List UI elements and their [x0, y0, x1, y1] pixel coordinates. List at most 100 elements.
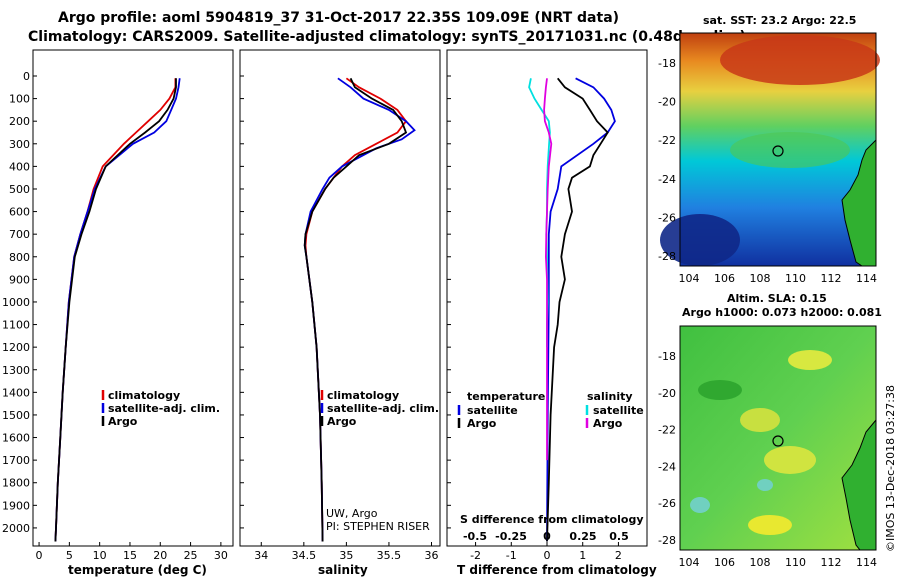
ytick-label-700: 700 [9, 228, 30, 241]
sla-map-title-2: Argo h1000: 0.073 h2000: 0.081 [682, 306, 882, 319]
sst-ytick-label-5: -28 [658, 250, 676, 263]
ytick-label-1000: 1000 [2, 296, 30, 309]
ytick-label-1500: 1500 [2, 409, 30, 422]
xtick-label-difference--2: -2 [470, 549, 481, 562]
sst-ytick-label-1: -20 [658, 96, 676, 109]
series-salinity-2 [303, 77, 408, 542]
difference-xlabel-top: S difference from climatology [460, 513, 644, 526]
series-difference-3 [543, 78, 553, 461]
xtick-top-label-4: 0.5 [609, 530, 629, 543]
sla-blue-patch-2 [690, 497, 710, 513]
sla-xtick-label-5: 114 [856, 556, 877, 569]
series-difference-0 [546, 77, 616, 542]
legend-label-salinity-1: satellite-adj. clim. [327, 402, 439, 415]
xtick-label-temperature-15: 15 [123, 549, 137, 562]
sst-warm-patch [720, 35, 880, 85]
sst-xtick-label-1: 106 [714, 272, 735, 285]
legend-label-temperature-2: Argo [108, 415, 138, 428]
sst-xtick-label-0: 104 [679, 272, 700, 285]
legend-label-S-1: Argo [593, 417, 623, 430]
xtick-label-temperature-25: 25 [184, 549, 198, 562]
salinity-panel [239, 49, 441, 547]
salinity-xlabel: salinity [318, 563, 368, 577]
legend-label-T-1: Argo [467, 417, 497, 430]
sst-ytick-label-3: -24 [658, 173, 676, 186]
series-temperature-1 [54, 78, 181, 542]
xtick-label-difference-1: 1 [579, 549, 586, 562]
xtick-label-temperature-10: 10 [93, 549, 107, 562]
xtick-label-temperature-20: 20 [153, 549, 167, 562]
sla-xtick-label-4: 112 [821, 556, 842, 569]
ytick-label-900: 900 [9, 273, 30, 286]
xtick-label-temperature-0: 0 [36, 549, 43, 562]
sla-ytick-label-3: -24 [658, 460, 676, 473]
legend-label-salinity-2: Argo [327, 415, 357, 428]
sla-yellow-patch-4 [748, 515, 792, 535]
ytick-label-1300: 1300 [2, 364, 30, 377]
temperature-panel [32, 49, 234, 547]
sla-float-marker [772, 435, 784, 447]
ytick-label-500: 500 [9, 183, 30, 196]
xtick-label-difference-2: 2 [615, 549, 622, 562]
ytick-label-1100: 1100 [2, 319, 30, 332]
xtick-top-label-0: -0.5 [463, 530, 487, 543]
sst-mid-patch [730, 132, 850, 168]
sst-xtick-label-5: 114 [856, 272, 877, 285]
sla-yellow-patch-3 [764, 446, 816, 474]
sst-map-frame [679, 32, 877, 267]
legend-label-salinity-0: climatology [327, 389, 399, 402]
xtick-label-salinity-36: 36 [424, 549, 438, 562]
sla-dark-patch [698, 380, 742, 400]
xtick-label-salinity-35.5: 35.5 [377, 549, 402, 562]
watermark: ©IMOS 13-Dec-2018 03:27:38 [884, 385, 897, 552]
ytick-label-0: 0 [23, 70, 30, 83]
legend-label-temperature-1: satellite-adj. clim. [108, 402, 220, 415]
sla-xtick-label-3: 110 [785, 556, 806, 569]
xtick-label-temperature-5: 5 [66, 549, 73, 562]
ytick-label-1800: 1800 [2, 477, 30, 490]
sla-blue-patch-1 [757, 479, 773, 491]
xtick-top-label-1: -0.25 [495, 530, 527, 543]
ytick-label-800: 800 [9, 251, 30, 264]
salinity-credit-1: UW, Argo [326, 507, 378, 520]
xtick-label-difference-0: 0 [544, 549, 551, 562]
sst-map [660, 32, 880, 267]
legend-label-S-0: satellite [593, 404, 644, 417]
sla-ytick-label-0: -18 [658, 350, 676, 363]
ytick-label-1400: 1400 [2, 386, 30, 399]
sst-map-title: sat. SST: 23.2 Argo: 22.5 [703, 14, 857, 27]
sla-ytick-label-4: -26 [658, 497, 676, 510]
ytick-label-1700: 1700 [2, 454, 30, 467]
ytick-label-600: 600 [9, 206, 30, 219]
xtick-label-difference--1: -1 [506, 549, 517, 562]
sla-xtick-label-0: 104 [679, 556, 700, 569]
salinity-credit-2: PI: STEPHEN RISER [326, 520, 430, 533]
xtick-label-salinity-34: 34 [254, 549, 268, 562]
xtick-top-label-3: 0.25 [569, 530, 596, 543]
xtick-label-salinity-34.5: 34.5 [292, 549, 317, 562]
sla-yellow-patch-2 [740, 408, 780, 432]
sst-ytick-label-4: -26 [658, 211, 676, 224]
sla-yellow-patch-1 [788, 350, 832, 370]
sla-map-title-1: Altim. SLA: 0.15 [727, 292, 827, 305]
sst-xtick-label-2: 108 [750, 272, 771, 285]
legend-label-T-0: satellite [467, 404, 518, 417]
ytick-label-300: 300 [9, 138, 30, 151]
temperature-xlabel: temperature (deg C) [68, 563, 207, 577]
xtick-label-temperature-30: 30 [214, 549, 228, 562]
sst-float-marker [772, 145, 784, 157]
sla-map-frame [679, 325, 877, 551]
ytick-label-200: 200 [9, 115, 30, 128]
ytick-label-1600: 1600 [2, 432, 30, 445]
legend-title-salinity: salinity [587, 390, 633, 403]
series-difference-1 [546, 77, 609, 542]
legend-title-temperature: temperature [467, 390, 545, 403]
sst-ytick-label-0: -18 [658, 57, 676, 70]
ytick-label-1900: 1900 [2, 499, 30, 512]
title-line-2: Climatology: CARS2009. Satellite-adjuste… [28, 29, 746, 45]
ytick-label-100: 100 [9, 93, 30, 106]
sst-ytick-label-2: -22 [658, 134, 676, 147]
sla-map-field [680, 326, 876, 550]
ytick-label-400: 400 [9, 160, 30, 173]
xtick-label-salinity-35: 35 [339, 549, 353, 562]
